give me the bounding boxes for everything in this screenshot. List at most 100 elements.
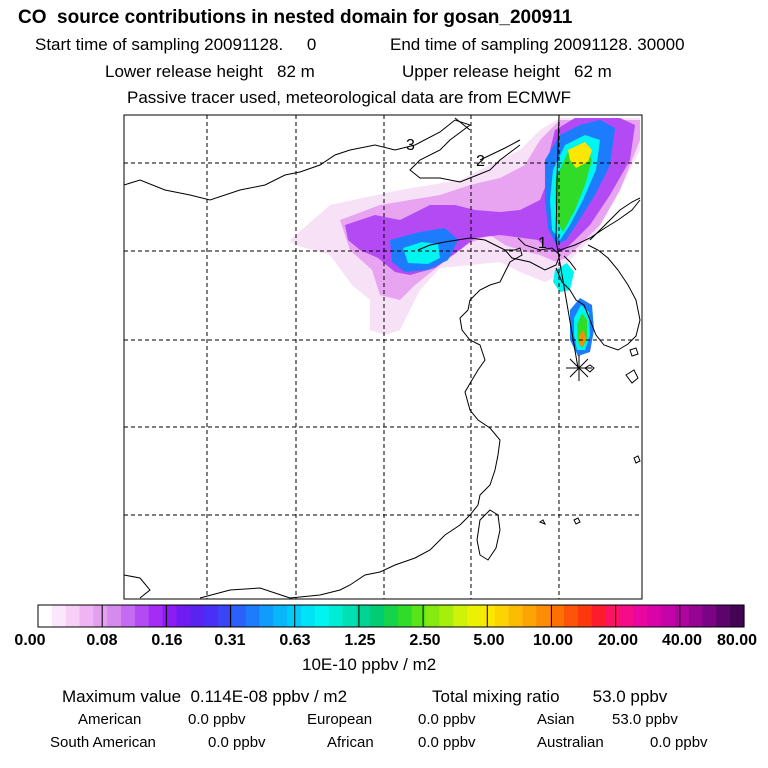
american-value: 0.0 ppbv: [188, 711, 246, 728]
end-time: End time of sampling 20091128. 30000: [390, 35, 685, 54]
colorbar-swatch: [384, 605, 399, 627]
island-3: [538, 519, 547, 525]
korea-north-tip: [563, 255, 577, 271]
plume-field: [290, 118, 640, 356]
colorbar-swatch: [231, 605, 247, 627]
colorbar-tick: 5.00: [473, 632, 505, 649]
colorbar-tick: 0.31: [214, 632, 246, 649]
hainan-area: [124, 574, 151, 599]
island-2: [573, 517, 581, 525]
european-label: European: [307, 711, 373, 728]
colorbar-swatch: [591, 605, 607, 627]
max-value: Maximum value 0.114E-08 ppbv / m2: [62, 687, 348, 706]
south-coast: [199, 587, 291, 599]
colorbar-swatch: [467, 605, 482, 627]
colorbar-tick: 0.08: [86, 632, 118, 649]
colorbar-tick: 20.00: [597, 632, 639, 649]
plume-level-green: [555, 145, 592, 232]
colorbar-swatch: [660, 605, 676, 627]
plume-level-cyan-korea: [553, 263, 574, 292]
colorbar-tick: 0.63: [279, 632, 311, 649]
colorbar-swatch: [605, 605, 621, 627]
lower-release-height: Lower release height 82 m: [105, 62, 315, 81]
asian-label: Asian: [537, 711, 575, 728]
colorbar-swatch: [121, 605, 136, 627]
colorbar-tick: 2.50: [409, 632, 441, 649]
plume-level-cyan: [403, 242, 440, 264]
colorbar-swatch: [688, 605, 704, 627]
colorbar-tick: 40.00: [661, 632, 703, 649]
colorbar-tick: 1.25: [344, 632, 376, 649]
colorbar-swatch: [702, 605, 717, 627]
colorbar-swatch: [564, 605, 579, 627]
contour-label-2: 2: [476, 153, 485, 170]
back-trajectory: [555, 115, 579, 369]
colorbar-swatch: [425, 605, 441, 627]
colorbar-swatch: [259, 605, 274, 627]
colorbar-swatch: [107, 605, 122, 627]
australian-label: Australian: [537, 734, 604, 751]
jeju-island: [584, 364, 595, 373]
island-1: [633, 455, 641, 464]
colorbar-swatch: [79, 605, 94, 627]
colorbar-swatch: [51, 605, 67, 627]
map-border: [123, 114, 643, 600]
colorbar-swatch: [730, 605, 745, 627]
colorbar-swatch: [93, 605, 108, 627]
colorbar-swatch: [328, 605, 344, 627]
coastlines: [124, 117, 641, 599]
coast-bohai: [289, 237, 523, 599]
tracer-note: Passive tracer used, meteorological data…: [127, 88, 572, 107]
plot-title: CO source contributions in nested domain…: [18, 7, 573, 28]
colorbar-units: 10E-10 ppbv / m2: [302, 655, 437, 674]
colorbar-swatch: [314, 605, 330, 627]
colorbar: [37, 604, 745, 628]
colorbar-swatch: [204, 605, 219, 627]
colorbar-swatch: [397, 605, 413, 627]
american-label: American: [78, 711, 142, 728]
colorbar-swatch: [647, 605, 662, 627]
contour-label-1: 1: [538, 235, 547, 252]
colorbar-swatch: [190, 605, 205, 627]
japan-kyushu: [625, 369, 639, 384]
map-panel: [124, 115, 642, 599]
total-mixing-ratio: Total mixing ratio 53.0 ppbv: [432, 687, 668, 706]
island-4: [629, 347, 639, 357]
taiwan: [476, 509, 501, 561]
australian-value: 0.0 ppbv: [650, 734, 708, 751]
colorbar-tick: 10.00: [532, 632, 574, 649]
colorbar-swatch: [217, 605, 233, 627]
colorbar-border: [37, 604, 745, 628]
european-value: 0.0 ppbv: [418, 711, 476, 728]
south-american-label: South American: [50, 734, 156, 751]
korea-peninsula: [555, 244, 641, 351]
colorbar-swatch: [508, 605, 524, 627]
russia-coast: [589, 197, 641, 241]
colorbar-swatch: [674, 605, 690, 627]
colorbar-swatch: [356, 605, 371, 627]
plume-level-orange: [579, 330, 586, 346]
grid-lines: [124, 115, 642, 599]
colorbar-swatch: [619, 605, 634, 627]
colorbar-tick: 0.00: [14, 632, 46, 649]
border-nk-china: [559, 199, 641, 251]
upper-release-height: Upper release height 62 m: [402, 62, 612, 81]
colorbar-swatch: [245, 605, 261, 627]
colorbar-tick: 0.16: [151, 632, 183, 649]
colorbar-swatch: [577, 605, 593, 627]
colorbar-swatch: [633, 605, 648, 627]
start-time: Start time of sampling 20091128. 0: [35, 35, 317, 54]
plume-level-yellow: [568, 142, 592, 168]
colorbar-swatch: [716, 605, 731, 627]
colorbar-swatch: [273, 605, 288, 627]
border-russia-east: [454, 117, 521, 161]
colorbar-swatch: [453, 605, 468, 627]
colorbar-swatch: [162, 605, 178, 627]
colorbar-tick: 80.00: [716, 632, 758, 649]
african-value: 0.0 ppbv: [418, 734, 476, 751]
border-mongolia: [124, 119, 521, 201]
colorbar-swatch: [38, 605, 53, 627]
colorbar-swatch: [439, 605, 454, 627]
colorbar-swatch: [480, 605, 496, 627]
colorbar-swatch: [536, 605, 551, 627]
